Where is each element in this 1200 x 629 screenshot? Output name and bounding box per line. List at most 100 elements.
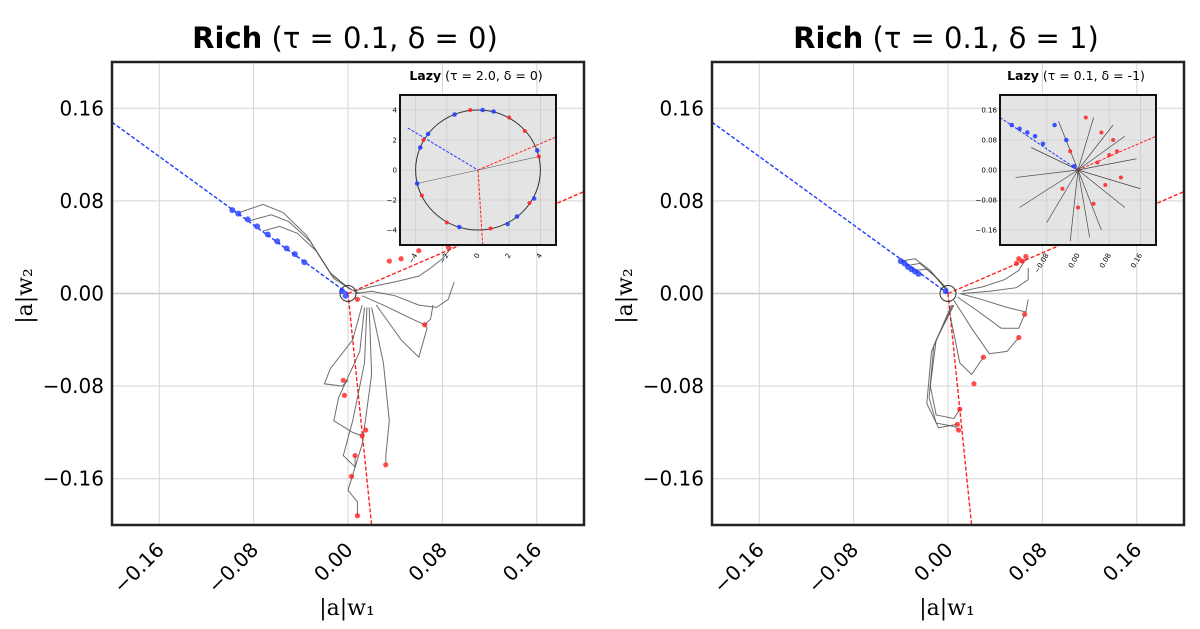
inset-blue-point — [456, 224, 462, 230]
inset-x-tick-label: 0 — [473, 252, 482, 260]
inset-red-point — [1115, 149, 1119, 154]
inset-star-line — [1077, 124, 1114, 171]
trajectory-line — [962, 258, 1027, 292]
y-tick-label: −0.16 — [43, 467, 104, 491]
inset-blue-point — [1017, 126, 1022, 132]
red-point — [971, 381, 977, 387]
red-point — [354, 296, 361, 302]
inset-red-line — [477, 136, 557, 171]
origin-loop — [339, 285, 357, 302]
inset-title-bold: Lazy — [409, 68, 441, 83]
blue-direction-line — [111, 121, 349, 295]
inset-y-tick-label: −4 — [387, 227, 398, 235]
inset-y-tick-label: 0.00 — [981, 167, 997, 175]
y-tick-label: 0.08 — [59, 189, 104, 213]
inset-red-point — [536, 154, 541, 159]
inset-red-point — [1060, 186, 1065, 191]
trajectory-line — [355, 281, 455, 308]
inset-red-point — [1076, 205, 1080, 210]
trajectory-line — [342, 307, 368, 469]
red-point — [1023, 253, 1029, 260]
inset-blue-point — [452, 112, 457, 117]
inset-star-line — [1077, 117, 1094, 171]
blue-point — [301, 259, 308, 266]
inset-red-point — [421, 138, 426, 142]
blue-point — [283, 245, 290, 252]
red-point — [386, 258, 392, 264]
inset-blue-line — [407, 127, 479, 171]
chart-title: Rich (τ = 0.1, δ = 1) — [793, 21, 1099, 55]
blue-point — [254, 223, 261, 230]
inset-blue-point — [491, 109, 496, 114]
inset-star-line — [1046, 169, 1079, 223]
x-axis-label: |a|w₁ — [919, 596, 975, 621]
x-tick-label: 0.16 — [1098, 538, 1146, 586]
inset-star-line — [1058, 121, 1079, 171]
inset-red-point — [1111, 138, 1116, 142]
trajectory-line — [333, 307, 365, 437]
inset-red-point — [527, 201, 532, 205]
chart-panel-right: Rich (τ = 0.1, δ = 1) −0.16 −0.08 0.00 0.08… — [613, 21, 1186, 621]
inset-red-point — [1103, 183, 1108, 187]
inset-star-line — [1015, 169, 1079, 178]
chart-panel-left: Rich (τ = 0.1, δ = 0) −0.16 −0.08 0.00 0.08… — [13, 21, 586, 621]
inset-star-line — [1077, 169, 1102, 231]
chart-title-rest: (τ = 0.1, δ = 0) — [262, 21, 498, 55]
blue-point — [291, 251, 298, 258]
inset-blue-point — [531, 196, 537, 201]
blue-point — [235, 210, 242, 217]
blue-point — [229, 207, 236, 214]
inset-frame — [999, 94, 1157, 246]
inset-blue-point — [505, 221, 510, 227]
y-tick-label: −0.08 — [643, 374, 704, 398]
y-tick-label: −0.08 — [43, 374, 104, 398]
trajectory-line — [949, 316, 984, 376]
inset-red-point — [1107, 153, 1112, 157]
trajectory-line — [913, 268, 949, 291]
inset-chart: Lazy (τ = 0.1, δ = -1) −0.16 −0.08 0.00 0.0… — [976, 68, 1157, 275]
trajectory-line — [375, 304, 428, 359]
trajectory-line — [962, 268, 1029, 294]
red-point — [1016, 334, 1022, 341]
y-tick-label: 0.16 — [659, 96, 704, 120]
red-point — [383, 462, 389, 468]
inset-red-point — [419, 193, 424, 198]
inset-blue-point — [1025, 130, 1030, 135]
inset-y-tick-label: 4 — [393, 107, 398, 115]
inset-circle — [415, 109, 541, 231]
plot-frame — [110, 60, 586, 527]
blue-point — [264, 231, 271, 238]
red-point — [954, 421, 961, 427]
x-axis-label: |a|w₁ — [319, 596, 375, 621]
red-point — [956, 427, 962, 433]
blue-point — [915, 270, 922, 277]
chart-title: Rich (τ = 0.1, δ = 0) — [192, 21, 498, 55]
x-tick-label: 0.08 — [403, 538, 451, 586]
inset-red-point — [1118, 175, 1123, 180]
red-point — [398, 256, 404, 262]
red-point — [957, 406, 963, 412]
x-tick-label: 0.08 — [1003, 538, 1051, 586]
inset-spoke — [417, 169, 479, 184]
trajectory-line — [926, 304, 958, 429]
y-axis-label: |a|w₂ — [613, 268, 638, 324]
chart-title-rest: (τ = 0.1, δ = 1) — [863, 21, 1099, 55]
trajectory-line — [323, 304, 363, 387]
inset-blue-point — [1071, 163, 1077, 169]
chart-title-bold: Rich — [793, 21, 863, 55]
blue-point — [942, 288, 949, 295]
inset-red-point — [1091, 201, 1096, 206]
inset-y-tick-label: 2 — [393, 137, 397, 145]
trajectory-line — [262, 225, 352, 291]
red-point — [340, 377, 346, 383]
blue-point — [339, 288, 346, 295]
inset-title-bold: Lazy — [1007, 68, 1039, 83]
inset-star-line — [1077, 135, 1126, 171]
inset-title: Lazy (τ = 0.1, δ = -1) — [1007, 68, 1145, 83]
y-tick-label: 0.16 — [59, 96, 104, 120]
x-tick-label: −0.16 — [708, 538, 768, 598]
inset-red-point — [488, 226, 493, 231]
plot-frame — [710, 60, 1186, 527]
